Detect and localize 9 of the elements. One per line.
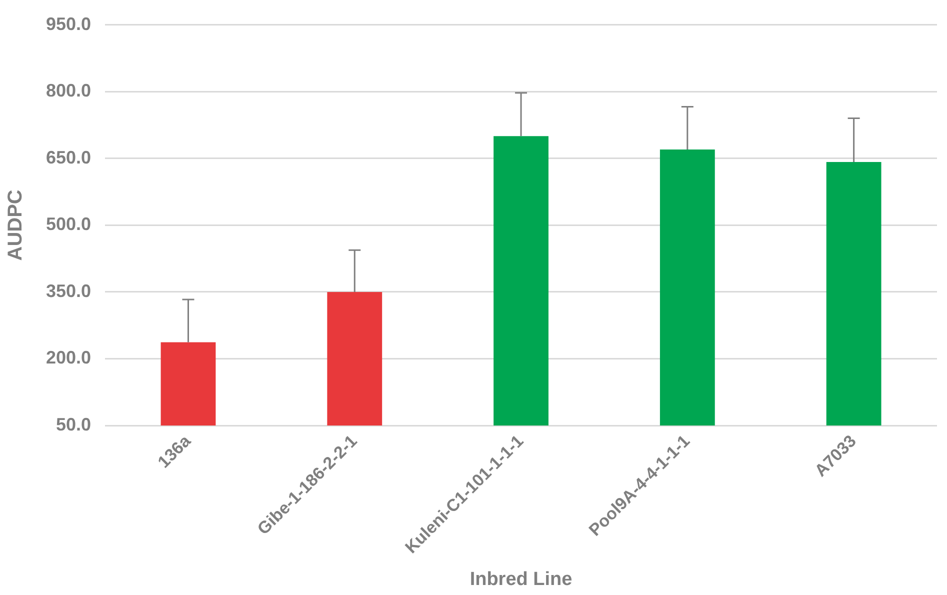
- y-axis-title: AUDPC: [4, 190, 27, 261]
- y-tick-label: 650.0: [46, 147, 92, 168]
- y-tick-label: 950.0: [46, 14, 92, 34]
- y-tick-label: 500.0: [46, 214, 92, 234]
- y-tick-label: 350.0: [46, 280, 92, 301]
- y-tick-label: 200.0: [46, 348, 92, 368]
- y-tick-label: 800.0: [46, 80, 92, 101]
- x-axis-title: Inbred Line: [470, 568, 572, 590]
- y-tick-label: 50.0: [56, 414, 92, 435]
